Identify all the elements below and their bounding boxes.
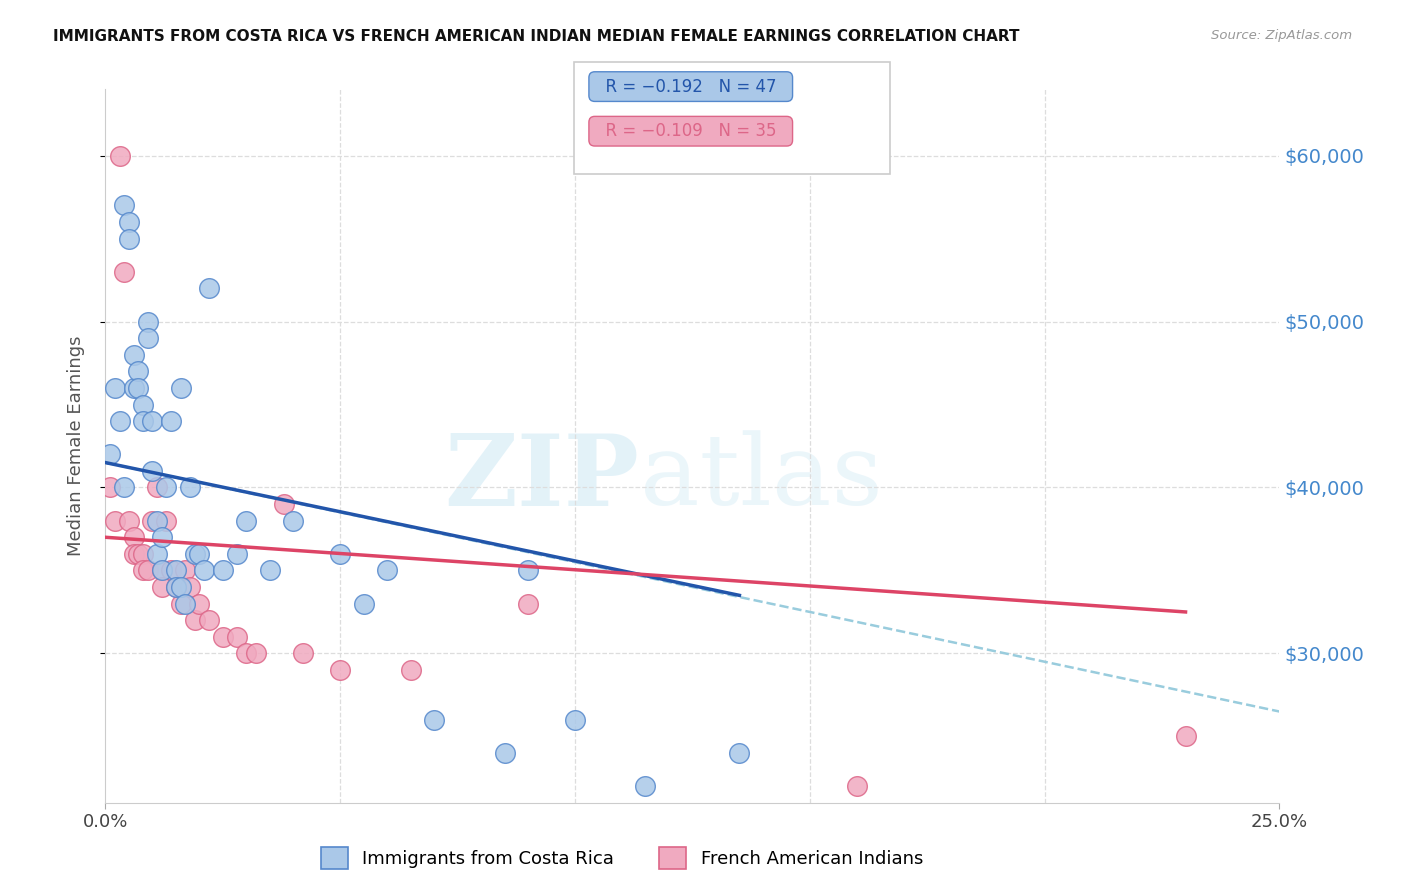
Point xyxy=(211,630,233,644)
Point xyxy=(112,198,135,212)
Point xyxy=(150,564,173,578)
Text: atlas: atlas xyxy=(640,430,883,526)
Point xyxy=(118,514,141,528)
Text: ZIP: ZIP xyxy=(444,430,640,526)
Point xyxy=(98,447,121,461)
Point xyxy=(165,580,187,594)
Point xyxy=(179,481,201,495)
Point xyxy=(183,547,205,561)
Point xyxy=(104,381,127,395)
Point xyxy=(211,564,233,578)
Point xyxy=(108,414,131,428)
Point xyxy=(226,630,249,644)
Point xyxy=(169,580,191,594)
Point xyxy=(353,597,375,611)
Point xyxy=(517,564,540,578)
Point xyxy=(132,564,155,578)
Point xyxy=(150,530,173,544)
Text: R = −0.109   N = 35: R = −0.109 N = 35 xyxy=(595,122,787,140)
Point xyxy=(197,613,219,627)
Point xyxy=(179,580,201,594)
Point xyxy=(127,381,149,395)
Point xyxy=(235,647,257,661)
Point xyxy=(197,281,219,295)
Point xyxy=(634,779,657,793)
Point xyxy=(122,547,145,561)
Point xyxy=(564,713,586,727)
Point xyxy=(226,547,249,561)
Point xyxy=(160,414,183,428)
Point xyxy=(132,397,155,411)
Point xyxy=(146,547,169,561)
Text: R = −0.192   N = 47: R = −0.192 N = 47 xyxy=(595,78,787,95)
Point xyxy=(122,381,145,395)
Point xyxy=(112,481,135,495)
Point xyxy=(273,497,295,511)
Point xyxy=(136,314,159,328)
Point xyxy=(291,647,314,661)
Point xyxy=(183,613,205,627)
Point xyxy=(245,647,267,661)
Point xyxy=(155,481,177,495)
Point xyxy=(160,564,183,578)
Text: Source: ZipAtlas.com: Source: ZipAtlas.com xyxy=(1212,29,1353,42)
Point xyxy=(188,547,211,561)
Point xyxy=(122,348,145,362)
Point xyxy=(169,381,191,395)
Point xyxy=(399,663,422,677)
Point xyxy=(118,231,141,245)
Point xyxy=(165,580,187,594)
Point xyxy=(235,514,257,528)
Point xyxy=(136,331,159,345)
Point xyxy=(136,564,159,578)
Point xyxy=(150,564,173,578)
Point xyxy=(155,514,177,528)
Point xyxy=(118,215,141,229)
Point xyxy=(193,564,215,578)
Point xyxy=(146,481,169,495)
Point xyxy=(517,597,540,611)
Point xyxy=(141,464,163,478)
Point xyxy=(104,514,127,528)
Point xyxy=(127,547,149,561)
Point xyxy=(283,514,305,528)
Point xyxy=(150,580,173,594)
Point xyxy=(259,564,281,578)
Point xyxy=(132,414,155,428)
Point xyxy=(728,746,751,760)
Point xyxy=(141,514,163,528)
Point xyxy=(132,547,155,561)
Point xyxy=(165,564,187,578)
Point xyxy=(112,265,135,279)
Point xyxy=(174,564,197,578)
Text: IMMIGRANTS FROM COSTA RICA VS FRENCH AMERICAN INDIAN MEDIAN FEMALE EARNINGS CORR: IMMIGRANTS FROM COSTA RICA VS FRENCH AME… xyxy=(53,29,1019,44)
Point xyxy=(329,547,352,561)
Point xyxy=(845,779,868,793)
Y-axis label: Median Female Earnings: Median Female Earnings xyxy=(66,335,84,557)
Point xyxy=(423,713,446,727)
Point xyxy=(494,746,516,760)
Point xyxy=(169,597,191,611)
Point xyxy=(1174,730,1197,744)
Point xyxy=(329,663,352,677)
Point xyxy=(98,481,121,495)
Point xyxy=(127,364,149,378)
Point xyxy=(146,514,169,528)
Point xyxy=(108,148,131,162)
Point xyxy=(188,597,211,611)
Point xyxy=(122,530,145,544)
Point xyxy=(375,564,398,578)
Point xyxy=(141,414,163,428)
Point xyxy=(174,597,197,611)
Legend: Immigrants from Costa Rica, French American Indians: Immigrants from Costa Rica, French Ameri… xyxy=(314,839,931,876)
